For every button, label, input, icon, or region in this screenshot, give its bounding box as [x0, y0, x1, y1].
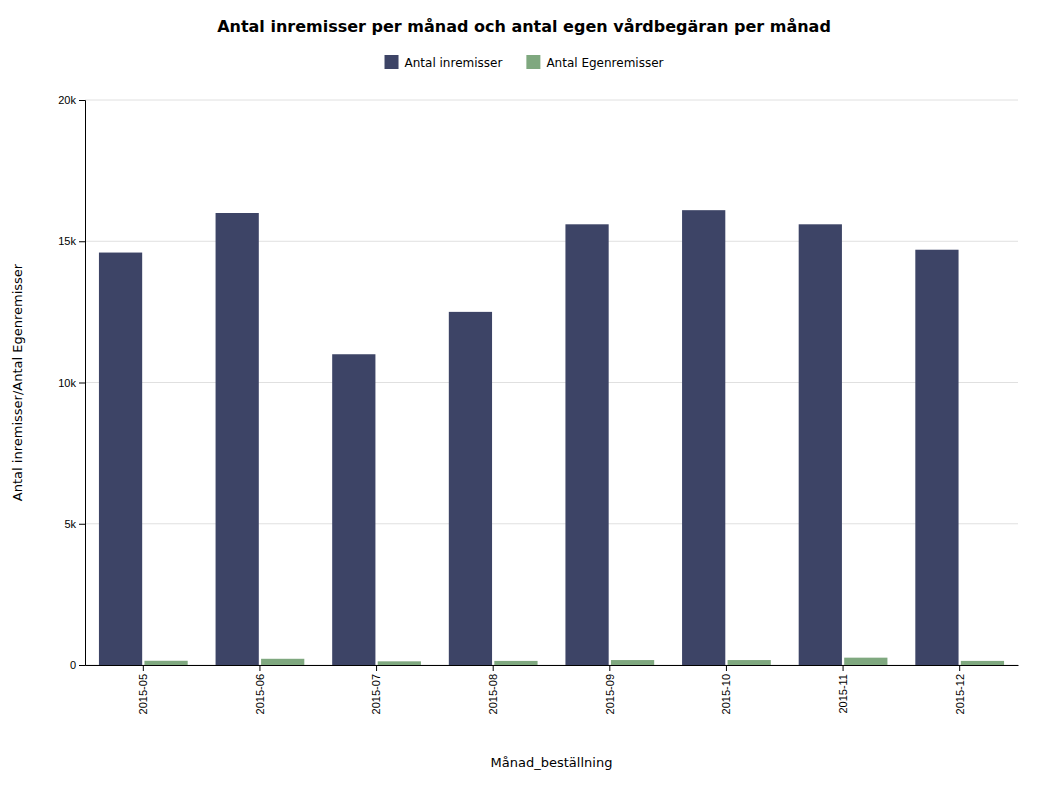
y-tick: 20k: [58, 94, 85, 106]
bar: [961, 661, 1004, 665]
bar: [99, 253, 142, 665]
legend-swatch: [385, 55, 399, 69]
legend-item: Antal inremisser: [385, 55, 503, 70]
bar: [728, 660, 771, 665]
bar: [682, 210, 725, 665]
x-tick-mark: [726, 665, 727, 671]
x-tick-mark: [493, 665, 494, 671]
bar: [216, 213, 259, 665]
y-tick: 15k: [58, 235, 85, 247]
bar: [449, 312, 492, 665]
x-tick: 2015-06: [254, 665, 266, 714]
x-tick-mark: [259, 665, 260, 671]
bar: [915, 250, 958, 665]
bar: [494, 661, 537, 665]
x-axis-title: Månad_beställning: [491, 755, 613, 770]
bar: [332, 354, 375, 665]
legend-swatch: [526, 55, 540, 69]
y-tick-label: 10k: [58, 377, 76, 389]
grid: [85, 100, 1018, 665]
x-axis: 2015-05 2015-06 2015-07 2015-08 2015-09 2015-…: [86, 665, 1019, 714]
y-tick-label: 20k: [58, 94, 76, 106]
x-tick-mark: [959, 665, 960, 671]
y-axis: 0 5k 10k 15k 20k: [58, 94, 85, 671]
x-tick: 2015-09: [604, 665, 616, 714]
title: Antal inremisser per månad och antal ege…: [217, 17, 831, 36]
legend-label: Antal Egenremisser: [546, 56, 663, 70]
x-tick-label: 2015-07: [370, 674, 382, 714]
x-tick-label: 2015-11: [837, 674, 849, 714]
x-axis-line: [86, 665, 1019, 666]
x-tick: 2015-12: [954, 665, 966, 714]
y-tick: 5k: [64, 518, 85, 530]
bar: [565, 224, 608, 665]
x-tick-label: 2015-12: [954, 674, 966, 714]
y-tick-mark: [79, 100, 85, 101]
x-tick: 2015-07: [370, 665, 382, 714]
x-tick-label: 2015-08: [487, 674, 499, 714]
bars: [99, 210, 1004, 665]
plot: 2015-05 2015-06 2015-07 2015-08 2015-09 2015-…: [58, 94, 1018, 714]
legend-item: Antal Egenremisser: [526, 55, 663, 70]
x-tick-label: 2015-10: [720, 674, 732, 714]
bar: [261, 659, 304, 665]
bar: [144, 661, 187, 665]
legend: Antal inremisser Antal Egenremisser: [385, 55, 664, 70]
bar: [799, 224, 842, 665]
bar: [378, 661, 421, 665]
x-tick-label: 2015-05: [137, 674, 149, 714]
y-tick: 0: [70, 659, 85, 671]
series: [144, 658, 1004, 665]
x-tick: 2015-11: [837, 665, 849, 714]
y-tick-label: 15k: [58, 235, 76, 247]
y-axis-title: Antal inremisser/Antal Egenremisser: [10, 263, 25, 501]
y-tick-mark: [79, 241, 85, 242]
y-tick-mark: [79, 524, 85, 525]
bar: [611, 660, 654, 665]
x-tick-mark: [843, 665, 844, 671]
x-tick-label: 2015-06: [254, 674, 266, 714]
series: [99, 210, 959, 665]
legend-label: Antal inremisser: [405, 56, 503, 70]
chart: 2015-05 2015-06 2015-07 2015-08 2015-09 2015-…: [0, 0, 1048, 785]
x-tick-mark: [376, 665, 377, 671]
x-tick-label: 2015-09: [604, 674, 616, 714]
x-tick-mark: [609, 665, 610, 671]
y-tick: 10k: [58, 377, 85, 389]
bar: [844, 658, 887, 665]
x-tick: 2015-05: [137, 665, 149, 714]
y-tick-label: 5k: [64, 518, 76, 530]
x-tick: 2015-08: [487, 665, 499, 714]
y-tick-label: 0: [70, 659, 76, 671]
grid-line: [85, 100, 1018, 101]
y-tick-mark: [79, 383, 85, 384]
x-tick-mark: [143, 665, 144, 671]
y-tick-mark: [79, 665, 85, 666]
y-axis-line: [79, 101, 86, 666]
x-tick: 2015-10: [720, 665, 732, 714]
